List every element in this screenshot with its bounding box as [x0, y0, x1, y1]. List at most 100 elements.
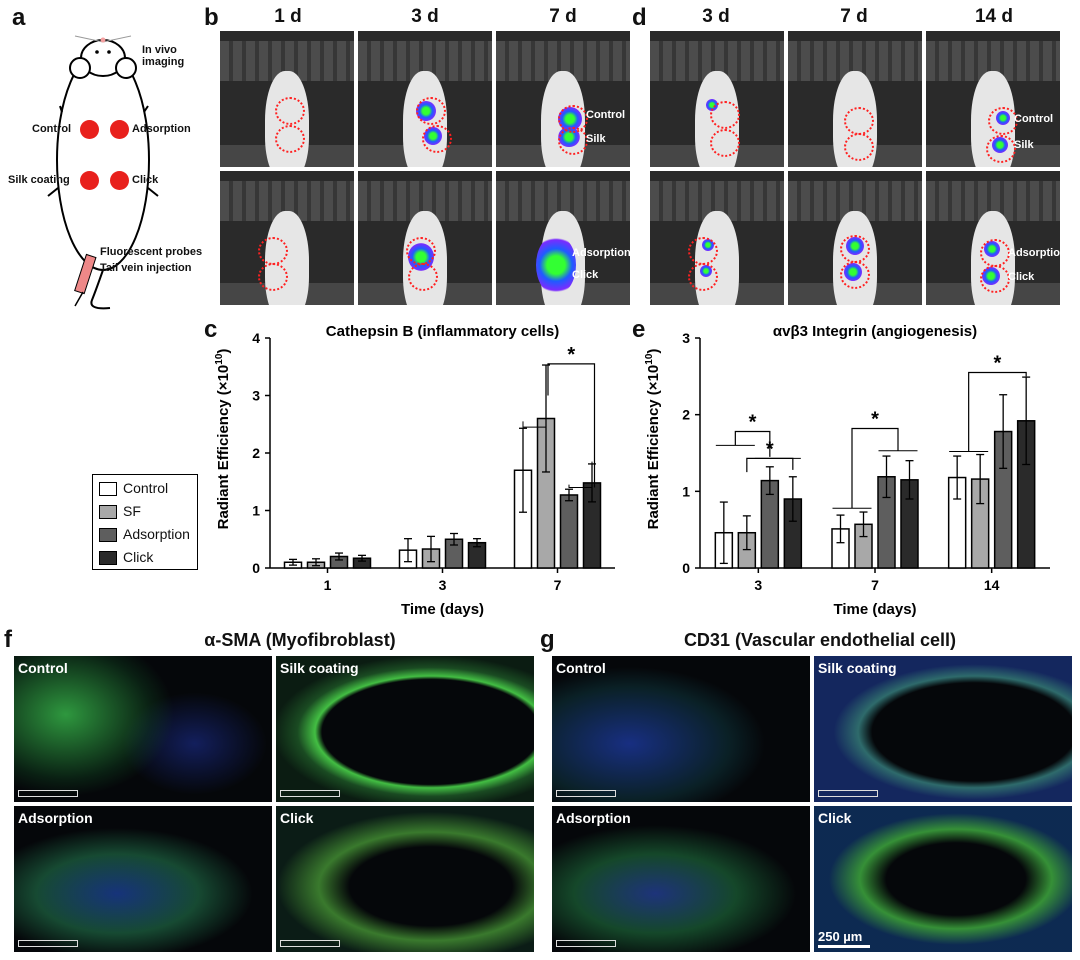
histology-image: Click 250 µm — [814, 806, 1072, 952]
label-click: Click — [1008, 271, 1035, 283]
legend-item: Adsorption — [99, 526, 190, 543]
label-adsorption: Adsorption — [1008, 247, 1060, 259]
label-control: Control — [1014, 113, 1054, 125]
scale-bar-text: 250 µm — [818, 929, 863, 944]
site-dot-click — [110, 171, 129, 190]
panel-letter-f: f — [4, 626, 12, 653]
y-tick-label: 3 — [682, 330, 690, 346]
scale-bar — [18, 940, 78, 947]
histology-image: Click — [276, 806, 534, 952]
x-tick-label: 7 — [554, 577, 562, 593]
tile-label: Silk coating — [818, 660, 897, 676]
ivis-image — [358, 171, 492, 305]
site-dot-silk — [80, 171, 99, 190]
ivis-image: Adsorption Click — [496, 171, 630, 305]
ivis-image — [358, 31, 492, 167]
ivis-image — [788, 31, 922, 167]
y-tick-label: 0 — [682, 560, 690, 576]
panel-letter-a: a — [12, 4, 26, 31]
y-tick-label: 3 — [252, 388, 260, 404]
legend-swatch — [99, 482, 117, 497]
y-tick-label: 2 — [682, 407, 690, 423]
histology-image: Silk coating — [814, 656, 1072, 802]
legend: Control SF Adsorption Click — [92, 474, 198, 570]
legend-label: Control — [123, 480, 169, 496]
legend-swatch — [99, 551, 117, 566]
x-tick-label: 3 — [439, 577, 447, 593]
bar-adsorption — [559, 494, 579, 569]
panel-d-col-2: 7 d — [840, 6, 868, 27]
label-silk: Silk — [586, 133, 606, 145]
schematic-site-adsorption: Adsorption — [132, 123, 191, 135]
ivis-image — [788, 171, 922, 305]
panel-letter-g: g — [540, 626, 555, 653]
panel-f-title: α-SMA (Myofibroblast) — [204, 630, 396, 650]
scale-bar — [818, 790, 878, 797]
panel-letter-d: d — [632, 4, 647, 31]
significance-star: * — [766, 438, 774, 460]
ivis-image: Control Silk — [926, 31, 1060, 167]
significance-bracket — [851, 427, 899, 509]
tile-label: Control — [556, 660, 606, 676]
panel-letter-b: b — [204, 4, 219, 31]
y-axis-label-sup: 10 — [644, 353, 655, 365]
panel-b-col-1: 1 d — [274, 6, 302, 27]
histology-image: Adsorption — [14, 806, 272, 952]
panel-letter-e: e — [632, 316, 646, 343]
scale-bar — [556, 790, 616, 797]
panel-letter-c: c — [204, 316, 218, 343]
panel-g-title: CD31 (Vascular endothelial cell) — [683, 630, 957, 650]
tile-label: Control — [18, 660, 68, 676]
x-tick-label: 7 — [871, 577, 879, 593]
significance-star: * — [749, 412, 757, 434]
y-tick-label: 2 — [252, 445, 260, 461]
significance-bracket — [522, 421, 546, 428]
x-tick-label: 3 — [754, 577, 762, 593]
panel-b-col-2: 3 d — [411, 6, 439, 27]
y-axis-label-close: ) — [645, 349, 662, 354]
site-dot-control — [80, 120, 99, 139]
x-tick-label: 14 — [984, 577, 1000, 593]
histology-image: Control — [14, 656, 272, 802]
histology-image: Control — [552, 656, 810, 802]
histology-image: Silk coating — [276, 656, 534, 802]
significance-star: * — [994, 353, 1002, 375]
x-axis-label: Time (days) — [401, 601, 484, 618]
scale-bar — [280, 940, 340, 947]
schematic-title: In vivo imaging — [142, 44, 185, 68]
x-axis-label: Time (days) — [833, 601, 916, 618]
panel-d-col-3: 14 d — [974, 6, 1014, 27]
ivis-image: Control Silk — [496, 31, 630, 167]
mouse-outline-icon — [47, 35, 159, 310]
ivis-image — [220, 31, 354, 167]
schematic-site-silk: Silk coating — [8, 174, 70, 186]
label-adsorption: Adsorption — [572, 247, 630, 259]
label-control: Control — [586, 109, 626, 121]
schematic-site-click: Click — [132, 174, 159, 186]
mouse-schematic: In vivo imaging Control Adsorption Silk … — [0, 0, 210, 310]
chart-cathepsin-b: Cathepsin B (inflammatory cells) 0 1 2 3 4 Rad… — [214, 323, 615, 618]
significance-bracket — [568, 461, 593, 488]
ivis-image — [220, 171, 354, 305]
ivis-image: Adsorption Click — [926, 171, 1060, 305]
significance-star: * — [871, 408, 879, 430]
tile-label: Adsorption — [18, 810, 93, 826]
panel-b-col-3: 7 d — [549, 6, 577, 27]
significance-bracket — [968, 371, 1027, 452]
legend-label: Click — [123, 549, 154, 565]
chart-integrin: αvβ3 Integrin (angiogenesis) 0 1 2 3 Radiant … — [644, 323, 1050, 618]
x-tick-label: 1 — [324, 577, 332, 593]
tile-label: Click — [818, 810, 852, 826]
schematic-injection-label: Tail vein injection — [100, 262, 192, 274]
legend-item: Control — [99, 480, 169, 497]
legend-swatch — [99, 505, 117, 520]
legend-item: SF — [99, 503, 141, 520]
legend-label: SF — [123, 503, 141, 519]
y-tick-label: 1 — [682, 483, 690, 499]
panel-d-col-1: 3 d — [702, 6, 730, 27]
label-silk: Silk — [1014, 139, 1034, 151]
scale-bar — [556, 940, 616, 947]
site-dot-adsorption — [110, 120, 129, 139]
ivis-image — [650, 171, 784, 305]
histology-image: Adsorption — [552, 806, 810, 952]
